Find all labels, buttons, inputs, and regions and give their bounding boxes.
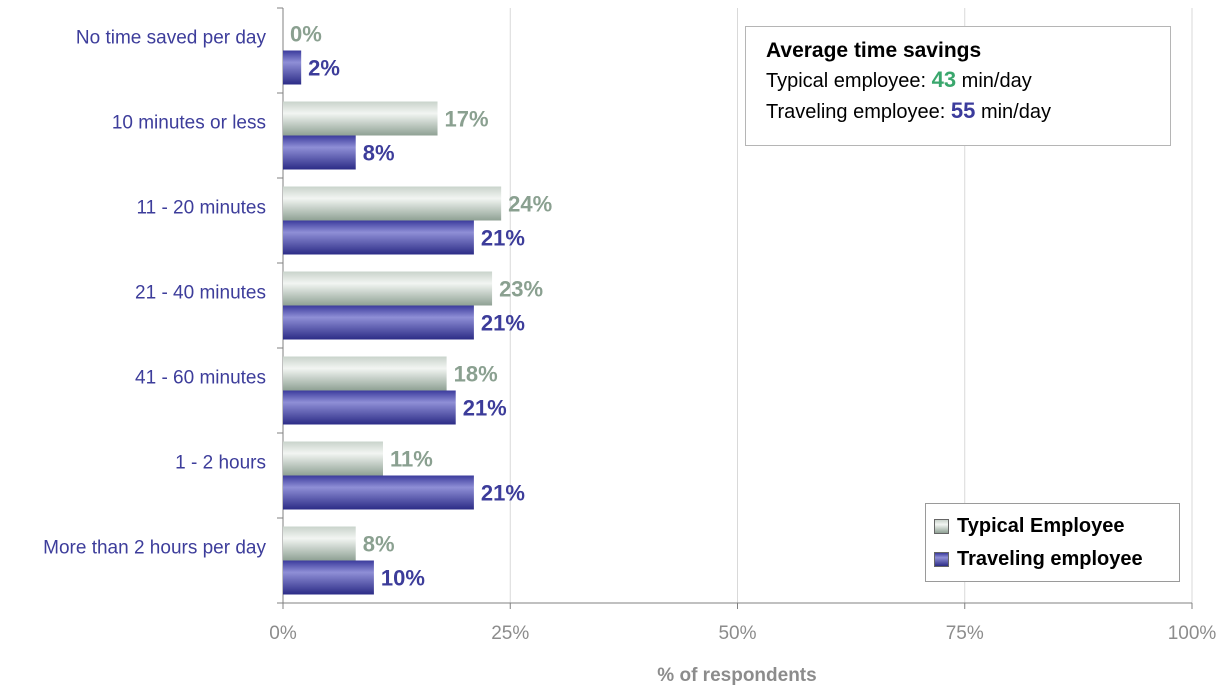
category-label: More than 2 hours per day [43, 538, 266, 559]
legend-label-traveling: Traveling employee [957, 548, 1143, 570]
data-label-traveling: 8% [363, 141, 395, 166]
x-tick-label-25: 25% [491, 623, 529, 644]
category-label: 1 - 2 hours [175, 453, 266, 474]
data-label-typical: 0% [290, 22, 322, 47]
traveling-average-line: Traveling employee: 55 min/day [766, 96, 1170, 127]
legend-item-traveling: Traveling employee [934, 543, 1179, 576]
bar-traveling [283, 390, 456, 425]
data-label-typical: 18% [454, 362, 498, 387]
bar-typical [283, 186, 502, 221]
data-label-traveling: 21% [463, 396, 507, 421]
legend-swatch-typical [934, 519, 949, 534]
legend-swatch-traveling [934, 552, 949, 567]
average-time-savings-box: Average time savings Typical employee: 4… [745, 26, 1171, 146]
x-tick-label-75: 75% [946, 623, 984, 644]
category-label: 21 - 40 minutes [135, 283, 266, 304]
category-label: 10 minutes or less [112, 113, 266, 134]
bar-typical [283, 101, 438, 136]
data-label-traveling: 21% [481, 481, 525, 506]
category-label: No time saved per day [76, 28, 267, 49]
x-axis-title: % of respondents [657, 665, 816, 686]
traveling-average-prefix: Traveling employee: [766, 101, 951, 123]
data-label-traveling: 21% [481, 226, 525, 251]
bar-traveling [283, 560, 374, 595]
x-tick-label-0: 0% [269, 623, 297, 644]
data-label-typical: 23% [499, 277, 543, 302]
chart-legend: Typical Employee Traveling employee [925, 503, 1180, 582]
x-tick-label-100: 100% [1168, 623, 1217, 644]
bar-typical [283, 271, 493, 306]
bar-traveling [283, 135, 356, 170]
typical-average-prefix: Typical employee: [766, 70, 932, 92]
bar-traveling [283, 220, 474, 255]
bar-traveling [283, 50, 302, 85]
data-label-traveling: 21% [481, 311, 525, 336]
bar-typical [283, 441, 383, 476]
x-tick-label-50: 50% [718, 623, 756, 644]
bar-traveling [283, 475, 474, 510]
data-label-typical: 24% [508, 192, 552, 217]
legend-label-typical: Typical Employee [957, 515, 1125, 537]
bar-typical [283, 526, 356, 561]
typical-average-value: 43 [931, 67, 957, 92]
category-label: 11 - 20 minutes [136, 198, 266, 219]
category-label: 41 - 60 minutes [135, 368, 266, 389]
traveling-average-value: 55 [950, 98, 976, 123]
annotation-title: Average time savings [766, 39, 982, 62]
data-label-typical: 8% [363, 532, 395, 557]
data-label-typical: 17% [445, 107, 489, 132]
data-label-traveling: 2% [308, 56, 340, 81]
typical-average-suffix: min/day [956, 70, 1032, 92]
data-label-traveling: 10% [381, 566, 425, 591]
traveling-average-suffix: min/day [975, 101, 1051, 123]
typical-average-line: Typical employee: 43 min/day [766, 65, 1170, 96]
bar-traveling [283, 305, 474, 340]
data-label-typical: 11% [390, 447, 433, 472]
bar-typical [283, 356, 447, 391]
legend-item-typical: Typical Employee [934, 510, 1179, 543]
